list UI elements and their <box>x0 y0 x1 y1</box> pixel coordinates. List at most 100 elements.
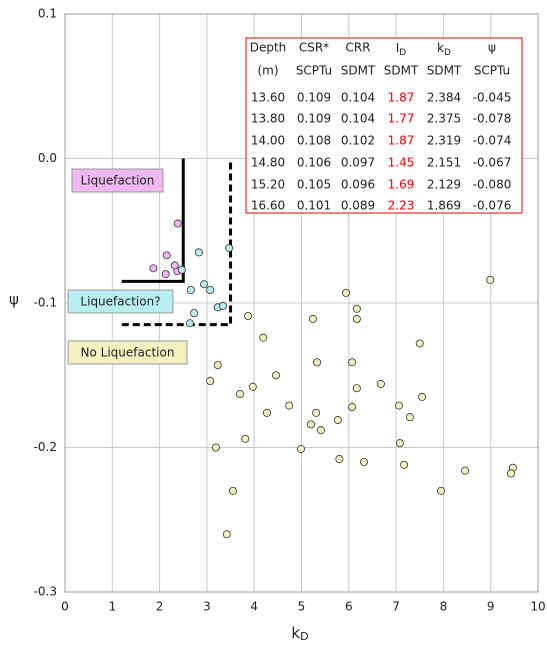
x-tick-label: 7 <box>392 600 400 614</box>
table-cell: 0.108 <box>297 134 331 148</box>
data-point <box>162 251 171 260</box>
data-point <box>352 304 361 313</box>
table-cell: 14.80 <box>251 156 285 170</box>
table-cell: 1.869 <box>427 199 461 213</box>
table-cell: 1.87 <box>388 134 415 148</box>
y-tick-label: -0.2 <box>34 440 57 454</box>
table-cell: SDMT <box>384 64 419 78</box>
data-point <box>236 390 245 399</box>
table-cell: 1.77 <box>388 112 415 126</box>
table-cell: 0.101 <box>297 199 331 213</box>
data-point <box>306 420 315 429</box>
y-tick-label: 0.0 <box>38 151 57 165</box>
data-point <box>507 469 516 478</box>
data-point <box>400 460 409 469</box>
table-frame <box>245 37 523 214</box>
table-header-cell: ID <box>396 41 407 58</box>
data-point <box>395 439 404 448</box>
x-tick-label: 5 <box>298 600 306 614</box>
table-header-cell: kD <box>437 41 451 58</box>
data-point <box>218 301 227 310</box>
table-cell: 0.106 <box>297 156 331 170</box>
data-point <box>170 261 179 270</box>
data-point <box>376 379 385 388</box>
table-cell: 1.69 <box>388 178 415 192</box>
data-point <box>262 408 271 417</box>
data-point <box>213 361 222 370</box>
y-tick-label: 0.1 <box>38 7 57 21</box>
x-tick-label: 2 <box>156 600 164 614</box>
legend-label: Liquefaction? <box>80 295 160 309</box>
data-point <box>437 486 446 495</box>
table-cell: 2.129 <box>427 178 461 192</box>
data-point <box>222 530 231 539</box>
data-point <box>316 426 325 435</box>
data-point <box>244 312 253 321</box>
data-point <box>308 314 317 323</box>
table-cell: 1.87 <box>388 91 415 105</box>
data-point <box>313 358 322 367</box>
y-tick-label: -0.3 <box>34 585 57 599</box>
table-cell: CSR* <box>299 41 329 55</box>
data-point <box>185 319 194 328</box>
x-tick-label: 0 <box>61 600 69 614</box>
data-point <box>348 403 357 412</box>
data-point <box>352 384 361 393</box>
table-header-main: k <box>437 41 444 55</box>
x-axis-title-main: k <box>291 624 300 642</box>
legend-box <box>71 168 164 193</box>
y-axis-title: ψ <box>9 291 19 309</box>
data-point <box>348 358 357 367</box>
data-point <box>161 270 170 279</box>
data-point <box>312 408 321 417</box>
x-tick-label: 6 <box>345 600 353 614</box>
table-cell: 2.375 <box>427 112 461 126</box>
data-point <box>206 285 215 294</box>
table-cell: 14.00 <box>251 134 285 148</box>
table-cell: 0.104 <box>341 112 375 126</box>
data-point <box>335 455 344 464</box>
data-point <box>359 457 368 466</box>
table-cell: 15.20 <box>251 178 285 192</box>
data-point <box>149 264 158 273</box>
table-cell: -0.076 <box>473 199 512 213</box>
data-point <box>206 377 215 386</box>
legend-label: Liquefaction <box>81 174 155 188</box>
data-point <box>418 392 427 401</box>
table-cell: 0.109 <box>297 91 331 105</box>
data-point <box>248 382 257 391</box>
data-point <box>461 466 470 475</box>
boundary-line <box>121 158 233 327</box>
table-cell: 0.102 <box>341 134 375 148</box>
table-cell: SCPTu <box>474 64 510 78</box>
boundary-line <box>121 158 185 283</box>
data-point <box>211 443 220 452</box>
x-axis-title-sub: D <box>300 630 308 643</box>
table-header-sub: D <box>399 48 406 58</box>
y-tick-label: -0.1 <box>34 296 57 310</box>
data-point <box>259 333 268 342</box>
table-cell: 13.80 <box>251 112 285 126</box>
data-point <box>200 280 209 289</box>
table-cell: 0.097 <box>341 156 375 170</box>
table-cell: 16.60 <box>251 199 285 213</box>
legend-label: No Liquefaction <box>81 346 175 360</box>
data-point <box>333 416 342 425</box>
legend-box <box>67 289 174 314</box>
data-point <box>186 285 195 294</box>
table-cell: 0.109 <box>297 112 331 126</box>
data-point <box>225 244 234 253</box>
table-cell: 0.096 <box>341 178 375 192</box>
x-tick-label: 3 <box>203 600 211 614</box>
table-cell: 13.60 <box>251 91 285 105</box>
table-cell: SDMT <box>427 64 462 78</box>
data-point <box>228 486 237 495</box>
table-cell: 2.384 <box>427 91 461 105</box>
x-tick-label: 10 <box>530 600 545 614</box>
legend-box <box>67 340 188 365</box>
table-cell: -0.045 <box>473 91 512 105</box>
table-cell: CRR <box>345 41 370 55</box>
table-cell: SDMT <box>341 64 376 78</box>
data-point <box>352 314 361 323</box>
